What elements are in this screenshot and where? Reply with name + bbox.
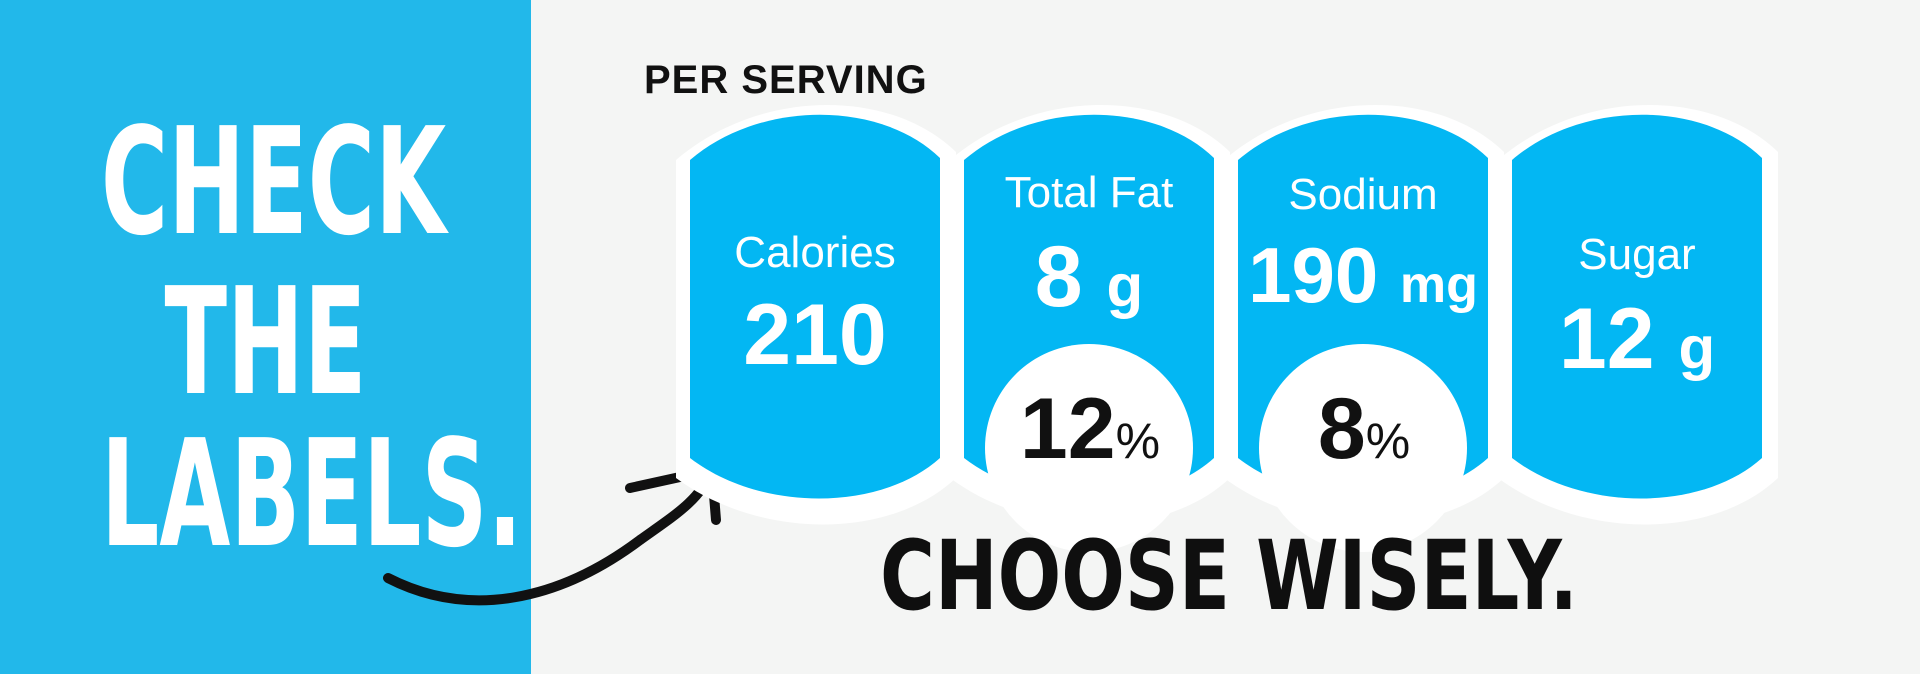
sugar-value: 12 <box>1558 291 1655 387</box>
headline-line-check: CHECK <box>100 96 447 268</box>
sodium-unit: mg <box>1399 256 1478 314</box>
left-blue-panel <box>0 0 531 674</box>
fat-unit: g <box>1106 252 1144 319</box>
sugar-label: Sugar <box>1578 230 1696 279</box>
sodium-tag <box>1224 104 1504 552</box>
fat-daily-value: 12% <box>1000 380 1180 479</box>
sodium-percent-sign: % <box>1365 413 1411 469</box>
sugar-amount: 12 g <box>1512 296 1762 382</box>
fat-amount: 8 g <box>964 234 1214 320</box>
sodium-percent: 8 <box>1317 381 1366 477</box>
sodium-daily-value: 8% <box>1274 380 1454 479</box>
choose-wisely-tagline: CHOOSE WISELY. <box>880 520 1578 632</box>
sugar-tag <box>1498 104 1778 525</box>
fat-value: 8 <box>1034 229 1083 325</box>
sugar-unit: g <box>1678 314 1716 381</box>
per-serving-label: PER SERVING <box>644 58 928 102</box>
sodium-amount: 190 mg <box>1238 236 1488 314</box>
fat-percent: 12 <box>1019 381 1116 477</box>
sodium-label: Sodium <box>1288 170 1438 219</box>
calories-label: Calories <box>734 228 896 277</box>
fat-label: Total Fat <box>1004 168 1174 217</box>
calories-tag <box>676 104 956 525</box>
fat-tag <box>950 104 1230 552</box>
calories-value: 210 <box>743 287 887 383</box>
headline-line-the: THE <box>164 256 367 428</box>
sodium-value: 190 <box>1248 231 1379 319</box>
fat-percent-sign: % <box>1115 413 1161 469</box>
